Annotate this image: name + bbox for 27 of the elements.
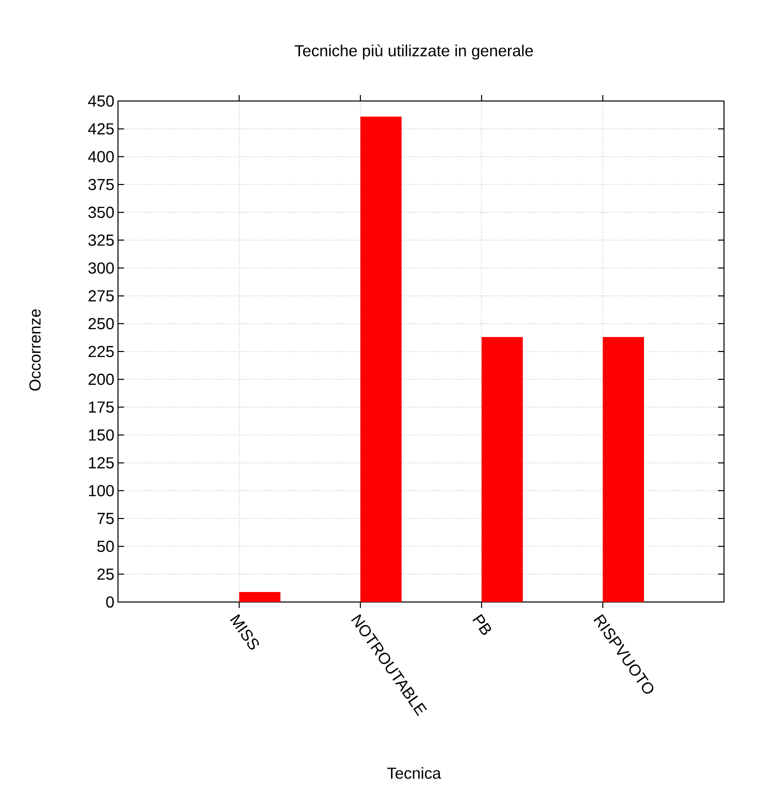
y-tick-label: 100 bbox=[88, 485, 114, 496]
y-tick-label: 225 bbox=[88, 346, 114, 358]
y-tick-label: 75 bbox=[97, 512, 114, 524]
bar bbox=[482, 337, 523, 602]
bar bbox=[602, 337, 644, 602]
y-tick-label: 325 bbox=[88, 234, 114, 246]
y-tick-label: 250 bbox=[88, 318, 114, 330]
y-tick-label: 275 bbox=[88, 290, 114, 302]
x-axis-title: Tecnica bbox=[387, 767, 442, 779]
y-tick-label: 25 bbox=[97, 568, 114, 580]
y-tick-label: 175 bbox=[88, 402, 114, 413]
y-tick-label: 300 bbox=[88, 262, 114, 274]
y-axis-title: Occorrenze bbox=[29, 309, 41, 391]
y-tick-label: 425 bbox=[88, 123, 114, 134]
y-tick-label: 125 bbox=[88, 457, 114, 468]
y-tick-label: 400 bbox=[88, 151, 114, 162]
y-tick-label: 200 bbox=[88, 374, 114, 385]
bar bbox=[360, 116, 402, 602]
y-tick-label: 350 bbox=[88, 206, 114, 218]
chart-title: Tecniche più utilizzate in generale bbox=[294, 44, 533, 60]
y-tick-label: 0 bbox=[106, 596, 114, 608]
y-tick-label: 450 bbox=[88, 95, 114, 107]
y-tick-label: 150 bbox=[88, 429, 114, 441]
y-tick-label: 375 bbox=[88, 178, 114, 190]
bar bbox=[239, 592, 280, 602]
x-tick-label: PB bbox=[472, 614, 492, 635]
y-tick-label: 50 bbox=[97, 540, 114, 552]
